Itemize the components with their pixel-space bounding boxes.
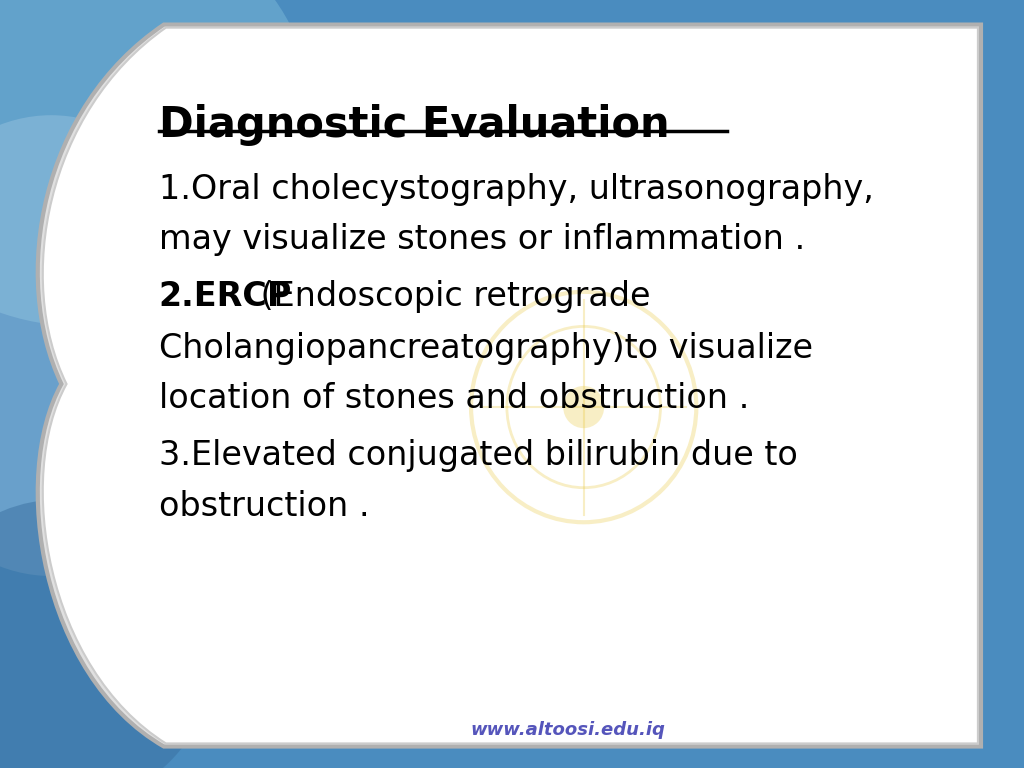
Text: Diagnostic Evaluation: Diagnostic Evaluation xyxy=(159,104,670,146)
Text: 3.Elevated conjugated bilirubin due to: 3.Elevated conjugated bilirubin due to xyxy=(159,439,798,472)
Text: 2.ERCP: 2.ERCP xyxy=(159,280,292,313)
Text: Cholangiopancreatography)to visualize: Cholangiopancreatography)to visualize xyxy=(159,332,813,365)
Ellipse shape xyxy=(563,386,604,429)
Ellipse shape xyxy=(0,499,215,768)
Text: location of stones and obstruction .: location of stones and obstruction . xyxy=(159,382,750,415)
Text: www.altoosi.edu.iq: www.altoosi.edu.iq xyxy=(471,720,666,739)
Text: 1.Oral cholecystography, ultrasonography,: 1.Oral cholecystography, ultrasonography… xyxy=(159,173,873,206)
Text: obstruction .: obstruction . xyxy=(159,490,370,523)
PathPatch shape xyxy=(38,25,981,746)
Ellipse shape xyxy=(0,0,312,326)
Text: may visualize stones or inflammation .: may visualize stones or inflammation . xyxy=(159,223,805,256)
PathPatch shape xyxy=(43,28,978,743)
Ellipse shape xyxy=(0,115,230,576)
Text: (Endoscopic retrograde: (Endoscopic retrograde xyxy=(250,280,650,313)
